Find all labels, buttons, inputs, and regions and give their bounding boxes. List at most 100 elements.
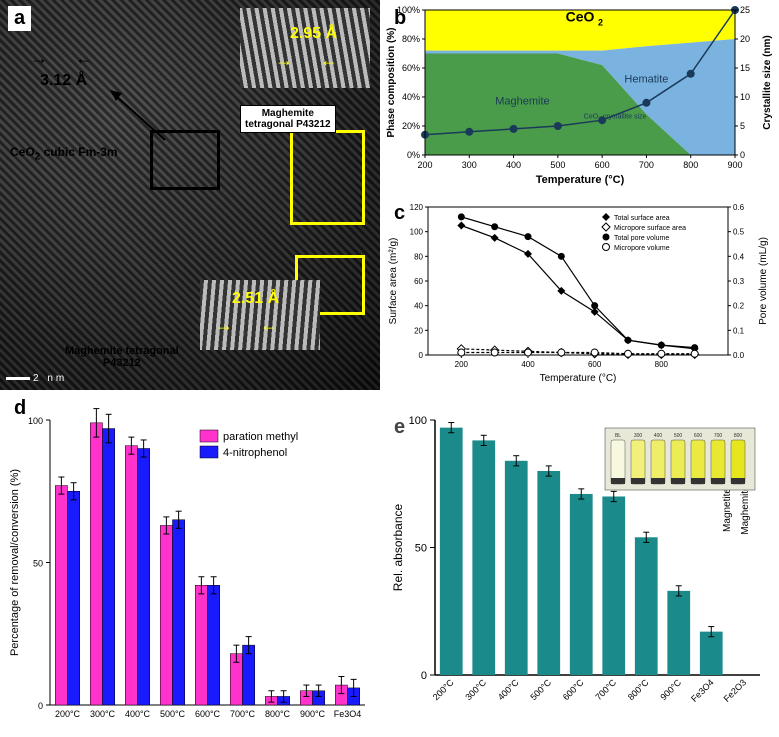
svg-text:0.2: 0.2 xyxy=(733,302,745,311)
svg-text:Fe2O3: Fe2O3 xyxy=(722,677,749,704)
svg-text:900°C: 900°C xyxy=(658,677,683,702)
svg-text:25: 25 xyxy=(740,5,750,15)
measurement-295: 2.95 Å xyxy=(290,25,337,43)
svg-text:BL: BL xyxy=(615,433,621,439)
svg-text:Magnetite: Magnetite xyxy=(722,488,733,532)
svg-text:900: 900 xyxy=(727,160,742,170)
svg-text:80%: 80% xyxy=(402,34,420,44)
svg-text:Hematite: Hematite xyxy=(624,74,668,86)
phase-label-magh-2: Maghemite tetragonalP43212 xyxy=(65,345,179,369)
measurement-312: 3.12 Å xyxy=(40,72,87,90)
svg-text:700: 700 xyxy=(639,160,654,170)
tem-roi-yellow-1 xyxy=(290,130,365,225)
arrow-y2-r: ← xyxy=(260,315,278,336)
svg-text:Fe3O4: Fe3O4 xyxy=(689,677,716,704)
svg-text:Surface area (m²/g): Surface area (m²/g) xyxy=(388,238,399,325)
phase-label-magh-1: Maghemitetetragonal P43212 xyxy=(240,105,336,133)
svg-text:Crystallite size (nm): Crystallite size (nm) xyxy=(762,35,773,129)
phase-label-ceo2: CeO2 cubic Fm-3m xyxy=(10,145,118,163)
svg-text:2: 2 xyxy=(598,18,603,28)
svg-text:700°C: 700°C xyxy=(230,709,256,719)
panel-d-removal: d 050100Percentage of removal/conversion… xyxy=(0,390,380,737)
svg-text:600°C: 600°C xyxy=(195,709,221,719)
svg-text:Maghemite: Maghemite xyxy=(740,485,751,535)
svg-text:Maghemite: Maghemite xyxy=(495,95,549,107)
svg-text:0.4: 0.4 xyxy=(733,252,745,261)
svg-text:50: 50 xyxy=(415,543,427,555)
tem-inset-1 xyxy=(240,8,370,88)
svg-text:800: 800 xyxy=(683,160,698,170)
svg-text:0.3: 0.3 xyxy=(733,277,745,286)
svg-text:200: 200 xyxy=(455,360,469,369)
svg-text:20%: 20% xyxy=(402,121,420,131)
svg-text:500: 500 xyxy=(550,160,565,170)
svg-text:700°C: 700°C xyxy=(593,677,618,702)
svg-text:0: 0 xyxy=(740,150,745,160)
svg-text:400°C: 400°C xyxy=(125,709,151,719)
tem-arrow-link xyxy=(110,90,170,150)
svg-text:700: 700 xyxy=(714,433,723,439)
svg-text:100: 100 xyxy=(410,228,424,237)
svg-text:0.6: 0.6 xyxy=(733,203,745,212)
svg-text:500: 500 xyxy=(674,433,683,439)
svg-text:Total pore volume: Total pore volume xyxy=(614,235,669,242)
svg-text:0%: 0% xyxy=(407,150,420,160)
svg-text:Temperature (°C): Temperature (°C) xyxy=(540,373,617,384)
panel-label-e: e xyxy=(388,415,411,440)
svg-text:300: 300 xyxy=(462,160,477,170)
svg-text:Temperature (°C): Temperature (°C) xyxy=(536,174,625,186)
svg-text:CeO: CeO xyxy=(566,9,595,25)
svg-text:80: 80 xyxy=(414,252,423,261)
arrow-black-r: ← xyxy=(75,48,93,69)
svg-text:800°C: 800°C xyxy=(265,709,291,719)
chart-b-svg: CeO2 Hematite Maghemite CeO₂ crystallite si… xyxy=(380,0,779,195)
svg-text:400: 400 xyxy=(654,433,663,439)
svg-text:Pore volume (mL/g): Pore volume (mL/g) xyxy=(758,237,769,325)
svg-text:20: 20 xyxy=(414,326,423,335)
arrow-black-l: → xyxy=(30,48,48,69)
svg-text:4-nitrophenol: 4-nitrophenol xyxy=(223,447,287,459)
chart-d-svg: 050100Percentage of removal/conversion (… xyxy=(0,390,380,737)
svg-text:0.5: 0.5 xyxy=(733,228,745,237)
svg-text:0: 0 xyxy=(38,701,43,711)
svg-text:Micropore surface area: Micropore surface area xyxy=(614,225,686,232)
svg-text:Percentage of removal/conversi: Percentage of removal/conversion (%) xyxy=(9,469,21,656)
svg-text:600°C: 600°C xyxy=(561,677,586,702)
svg-text:60: 60 xyxy=(414,277,423,286)
panel-e-absorbance: e 050100Rel. absorbance200°C300°C400°C50… xyxy=(380,390,779,737)
svg-text:0.0: 0.0 xyxy=(733,351,745,360)
svg-text:600: 600 xyxy=(694,433,703,439)
svg-text:Rel. absorbance: Rel. absorbance xyxy=(391,503,405,591)
svg-text:40: 40 xyxy=(414,302,423,311)
svg-text:CeO₂ crystallite size: CeO₂ crystallite size xyxy=(584,113,647,120)
panel-label-b: b xyxy=(388,6,412,31)
svg-text:600: 600 xyxy=(588,360,602,369)
svg-text:Total surface area: Total surface area xyxy=(614,215,670,222)
svg-text:Phase composition (%): Phase composition (%) xyxy=(386,27,397,137)
svg-text:15: 15 xyxy=(740,63,750,73)
measurement-251: 2.51 Å xyxy=(232,290,279,308)
svg-text:Micropore volume: Micropore volume xyxy=(614,245,670,252)
svg-text:200: 200 xyxy=(417,160,432,170)
panel-a-tem: a 3.12 Å → ← 2.95 Å → ← 2.51 Å → ← CeO2 … xyxy=(0,0,380,390)
svg-text:600: 600 xyxy=(595,160,610,170)
arrow-y1-l: → xyxy=(275,50,293,71)
arrow-y2-l: → xyxy=(215,315,233,336)
svg-text:400°C: 400°C xyxy=(496,677,521,702)
svg-text:100: 100 xyxy=(409,415,427,427)
svg-text:0: 0 xyxy=(419,351,424,360)
arrow-y1-r: ← xyxy=(320,50,338,71)
svg-text:Fe3O4: Fe3O4 xyxy=(334,709,362,719)
panel-label-d: d xyxy=(8,396,32,421)
chart-e-svg: 050100Rel. absorbance200°C300°C400°C500°… xyxy=(380,390,779,737)
svg-text:60%: 60% xyxy=(402,63,420,73)
svg-text:400: 400 xyxy=(521,360,535,369)
svg-text:40%: 40% xyxy=(402,92,420,102)
svg-text:paration methyl: paration methyl xyxy=(223,431,298,443)
figure-grid: a 3.12 Å → ← 2.95 Å → ← 2.51 Å → ← CeO2 … xyxy=(0,0,779,737)
svg-text:10: 10 xyxy=(740,92,750,102)
svg-text:50: 50 xyxy=(33,559,43,569)
svg-text:0.1: 0.1 xyxy=(733,326,745,335)
panel-label-a: a xyxy=(8,6,31,31)
svg-text:300: 300 xyxy=(634,433,643,439)
